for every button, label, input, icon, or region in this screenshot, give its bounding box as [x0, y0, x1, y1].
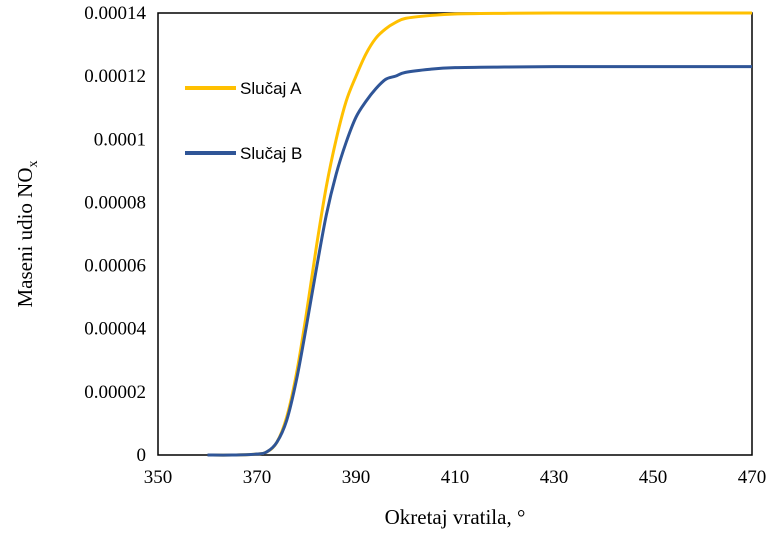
x-axis-title: Okretaj vratila, ° — [385, 505, 526, 529]
y-tick-label: 0.00004 — [84, 319, 146, 340]
y-axis-title: Maseni udio NOx — [13, 161, 41, 308]
y-tick-label: 0.00008 — [84, 192, 146, 213]
x-axis-ticks: 350 370 390 410 430 450 470 — [144, 467, 767, 488]
series-lines — [207, 11, 752, 457]
plot-area — [157, 12, 753, 456]
y-axis-title-subscript: x — [26, 161, 41, 168]
legend-label-slucaj-b: Slučaj B — [240, 144, 302, 163]
x-tick-label: 470 — [738, 467, 767, 488]
legend: Slučaj A Slučaj B — [185, 79, 302, 163]
x-tick-label: 350 — [144, 467, 173, 488]
y-tick-label: 0.00002 — [84, 382, 146, 403]
y-tick-label: 0.0001 — [94, 129, 146, 150]
x-tick-label: 430 — [540, 467, 569, 488]
y-tick-label: 0 — [137, 445, 147, 466]
series-line-slucaj-b — [207, 65, 752, 457]
x-tick-label: 370 — [243, 467, 272, 488]
x-tick-label: 410 — [441, 467, 470, 488]
y-tick-label: 0.00006 — [84, 256, 146, 277]
x-tick-label: 390 — [342, 467, 371, 488]
y-axis-title-main: Maseni udio NO — [13, 168, 37, 308]
y-tick-label: 0.00014 — [84, 3, 146, 24]
x-tick-label: 450 — [639, 467, 668, 488]
legend-label-slucaj-a: Slučaj A — [240, 79, 302, 98]
y-tick-label: 0.00012 — [84, 66, 146, 87]
y-axis-ticks: 0 0.00002 0.00004 0.00006 0.00008 0.0001 0.000… — [84, 3, 146, 466]
